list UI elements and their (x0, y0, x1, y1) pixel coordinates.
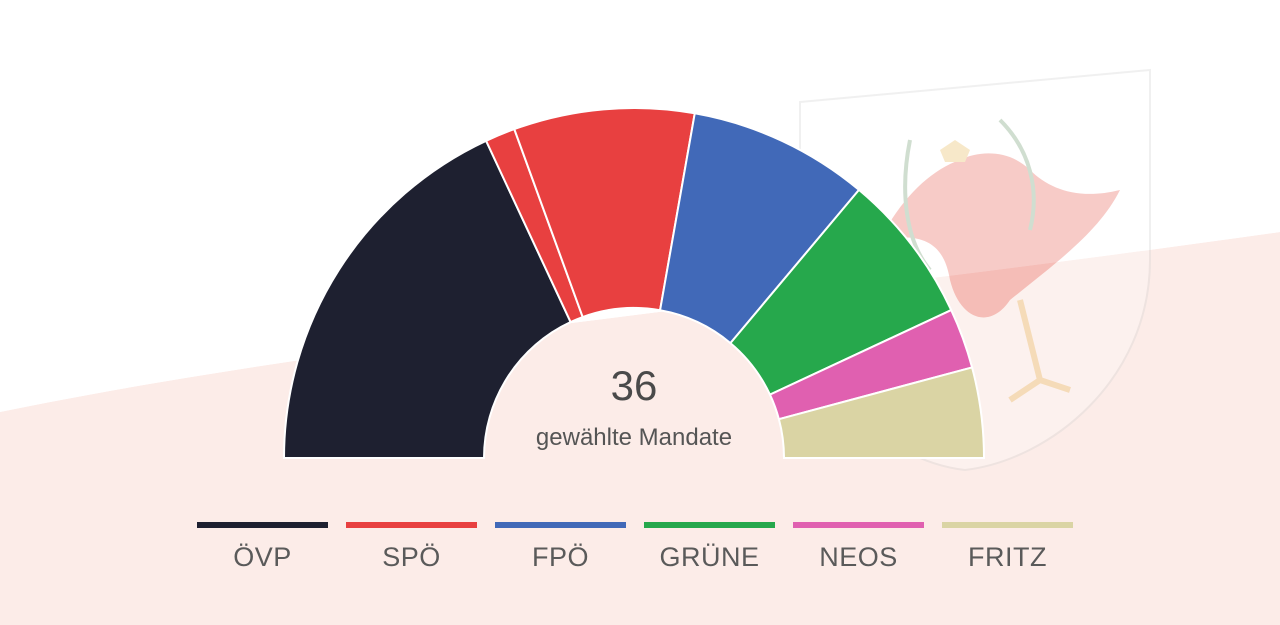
legend-item-gruene[interactable]: GRÜNE (644, 522, 775, 573)
legend-label: GRÜNE (659, 542, 760, 572)
legend-label: FPÖ (531, 542, 589, 572)
legend: ÖVP SPÖ FPÖ GRÜNE NEOS FRITZ (197, 522, 1073, 573)
legend-item-oevp[interactable]: ÖVP (197, 522, 328, 573)
legend-swatch (197, 522, 328, 528)
legend-swatch (942, 522, 1073, 528)
legend-swatch (793, 522, 924, 528)
legend-swatch (346, 522, 477, 528)
total-seats: 36 (610, 362, 658, 409)
legend-swatch (495, 522, 626, 528)
legend-label: ÖVP (233, 542, 292, 572)
legend-swatch (644, 522, 775, 528)
legend-item-spoe[interactable]: SPÖ (346, 522, 477, 573)
slice-övp[interactable] (282, 139, 572, 459)
legend-item-fritz[interactable]: FRITZ (942, 522, 1073, 573)
legend-label: NEOS (819, 542, 898, 572)
slice-fritz[interactable] (777, 366, 986, 459)
chart-subtitle: gewählte Mandate (535, 424, 733, 451)
legend-label: SPÖ (382, 542, 441, 572)
legend-label: FRITZ (968, 542, 1047, 572)
legend-item-neos[interactable]: NEOS (793, 522, 924, 573)
legend-item-fpoe[interactable]: FPÖ (495, 522, 626, 573)
